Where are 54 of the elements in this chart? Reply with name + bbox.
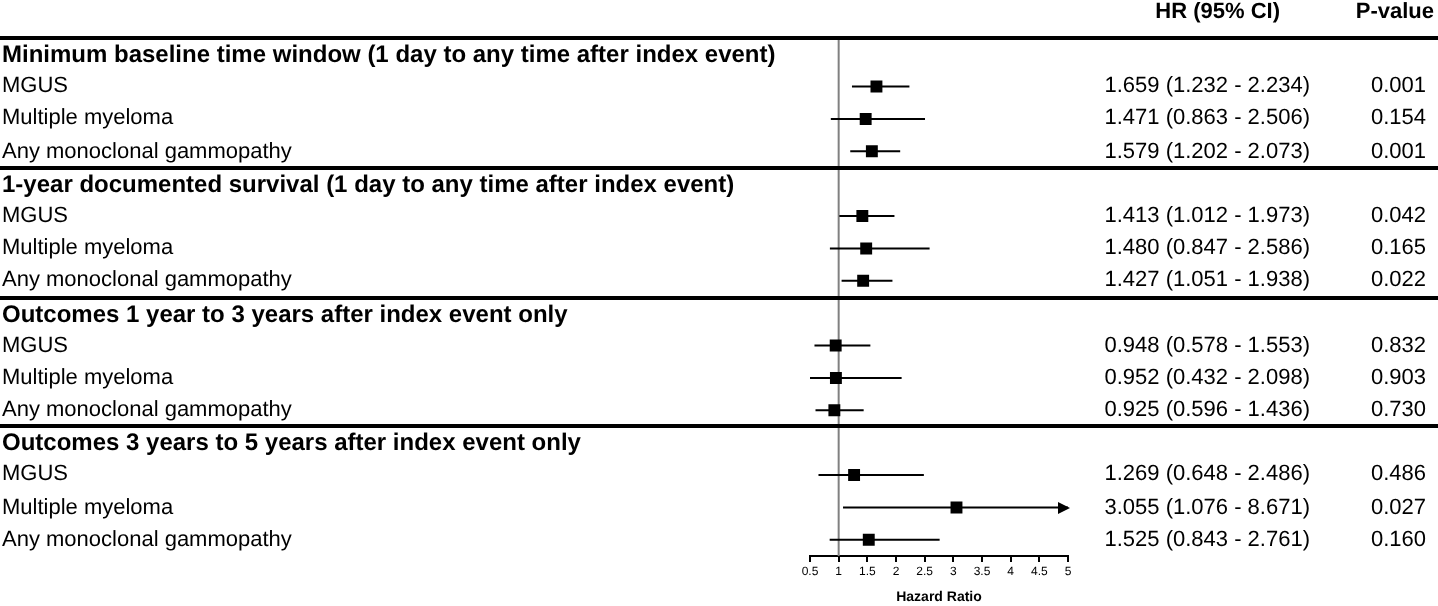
y-tick-label: MGUS [2, 72, 68, 103]
y-tick-label: Multiple myeloma [2, 104, 174, 135]
text: 0.730 [1370, 396, 1426, 427]
y-tick-label: Outcomes 3 years to 5 years after index event only [2, 426, 581, 459]
text: 0.001 [1370, 137, 1426, 168]
data-label: 1.471 (0.863 - 2.506) [1104, 104, 1310, 135]
text: 0.027 [1370, 493, 1426, 524]
point [950, 501, 963, 514]
point [865, 145, 878, 158]
y-tick-label: Any monoclonal gammopathy [2, 137, 292, 168]
y-tick-label: Any monoclonal gammopathy [2, 266, 292, 297]
data-label: 1.659 (1.232 - 2.234) [1104, 72, 1310, 103]
y-tick-label: 1-year documented survival (1 day to any time after index event) [2, 167, 735, 200]
y-tick-label: MGUS [2, 331, 68, 362]
text: 0.832 [1370, 331, 1426, 362]
data-label: 1.413 (1.012 - 1.973) [1104, 201, 1310, 232]
text: 0.903 [1370, 363, 1426, 394]
y-tick-label: Any monoclonal gammopathy [2, 525, 292, 556]
data-label: 3.055 (1.076 - 8.671) [1104, 493, 1310, 524]
y-tick-label: Multiple myeloma [2, 234, 174, 265]
text: 0.022 [1370, 266, 1426, 297]
point [860, 242, 873, 255]
point [870, 80, 883, 93]
data-label: 1.525 (0.843 - 2.761) [1104, 525, 1310, 556]
text: 0.486 [1370, 460, 1426, 491]
data-label: 1.427 (1.051 - 1.938) [1104, 266, 1310, 297]
y-tick-label: Outcomes 1 year to 3 years after index event only [2, 297, 568, 330]
y-tick-label: MGUS [2, 460, 68, 491]
y-tick-label: Minimum baseline time window (1 day to any time after index event) [2, 38, 776, 71]
text: P-value [1355, 0, 1434, 26]
point [857, 274, 870, 287]
y-tick-label: Multiple myeloma [2, 363, 174, 394]
text: 0.042 [1370, 201, 1426, 232]
point [859, 112, 872, 125]
text: 0.160 [1370, 525, 1426, 556]
data-label: 0.952 (0.432 - 2.098) [1104, 363, 1310, 394]
data-label: 1.480 (0.847 - 2.586) [1104, 234, 1310, 265]
point [856, 210, 869, 223]
text: 0.165 [1370, 234, 1426, 265]
text: 0.154 [1370, 104, 1426, 135]
y-tick-label: MGUS [2, 201, 68, 232]
point [862, 533, 875, 546]
data-label: 0.948 (0.578 - 1.553) [1104, 331, 1310, 362]
point [828, 404, 841, 417]
y-tick-label: Any monoclonal gammopathy [2, 396, 292, 427]
point [829, 371, 842, 384]
text: 0.001 [1370, 72, 1426, 103]
data-label: 1.579 (1.202 - 2.073) [1104, 137, 1310, 168]
point [848, 469, 861, 482]
data-label: 0.925 (0.596 - 1.436) [1104, 396, 1310, 427]
point [829, 339, 842, 352]
text: HR (95% CI) [1155, 0, 1280, 26]
y-tick-label: Multiple myeloma [2, 493, 174, 524]
data-label: 1.269 (0.648 - 2.486) [1104, 460, 1310, 491]
